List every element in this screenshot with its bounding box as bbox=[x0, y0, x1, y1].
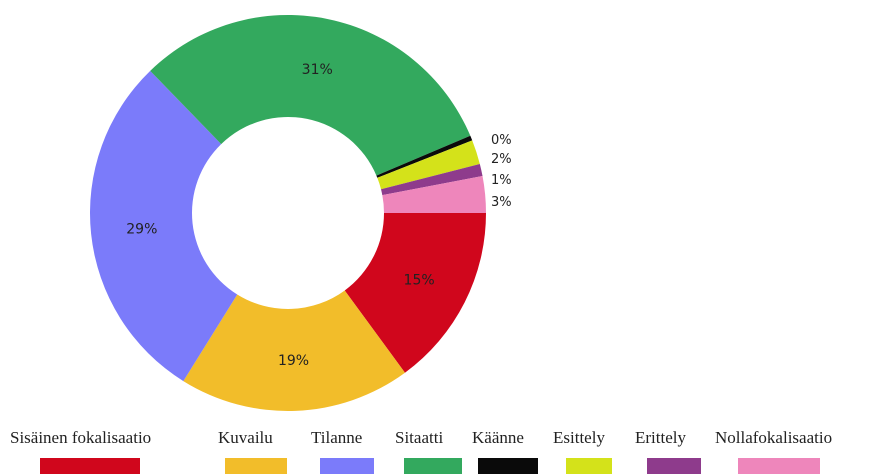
slice-label-0: 15% bbox=[404, 272, 435, 288]
legend-label-1: Kuvailu bbox=[218, 428, 273, 447]
chart-legend: Sisäinen fokalisaatio Kuvailu Tilanne Sitaa… bbox=[0, 428, 884, 474]
legend-swatch-7 bbox=[738, 458, 820, 474]
slice-6 bbox=[381, 163, 483, 196]
legend-swatch-6 bbox=[647, 458, 701, 474]
legend-label-0: Sisäinen fokalisaatio bbox=[10, 428, 152, 447]
slice-label-1: 19% bbox=[278, 353, 309, 369]
slice-3 bbox=[150, 15, 471, 176]
legend-label-3: Sitaatti bbox=[395, 428, 444, 447]
legend-label-2: Tilanne bbox=[311, 428, 363, 447]
slice-1 bbox=[183, 290, 405, 411]
legend-label-7: Nollafokalisaatio bbox=[715, 428, 833, 447]
legend-label-5: Esittely bbox=[553, 428, 605, 447]
slice-4 bbox=[376, 135, 473, 178]
slice-2 bbox=[89, 70, 238, 382]
donut-chart: 15% 19% 29% 31% 0% 2% 1% 3% bbox=[89, 15, 512, 411]
slice-label-2: 29% bbox=[126, 222, 157, 238]
slice-label-4: 0% bbox=[491, 133, 512, 148]
slice-label-3: 31% bbox=[302, 62, 333, 78]
legend-swatch-3 bbox=[404, 458, 462, 474]
legend-swatch-5 bbox=[566, 458, 612, 474]
slice-label-7: 3% bbox=[491, 195, 512, 210]
slice-label-5: 2% bbox=[491, 152, 512, 167]
legend-label-6: Erittely bbox=[635, 428, 686, 447]
legend-swatch-0 bbox=[40, 458, 140, 474]
slice-0 bbox=[344, 213, 486, 373]
legend-swatch-1 bbox=[225, 458, 287, 474]
slice-label-6: 1% bbox=[491, 173, 512, 188]
legend-swatch-2 bbox=[320, 458, 374, 474]
slice-7 bbox=[382, 176, 486, 213]
legend-label-4: Käänne bbox=[472, 428, 524, 447]
slice-5 bbox=[377, 140, 480, 190]
legend-swatch-4 bbox=[478, 458, 538, 474]
